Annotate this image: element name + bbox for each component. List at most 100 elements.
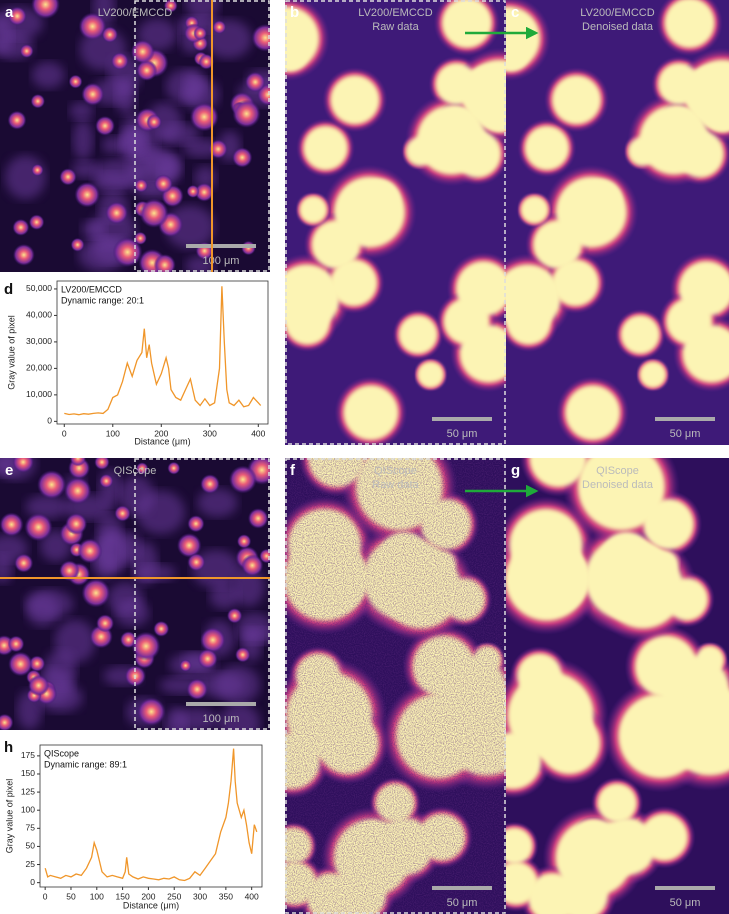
- cell: [597, 783, 637, 823]
- cell: [96, 614, 115, 633]
- panel-letter: g: [511, 462, 520, 479]
- cell: [179, 659, 192, 672]
- cell: [208, 139, 228, 159]
- cell: [70, 237, 85, 252]
- cell: [443, 298, 490, 344]
- cell: [94, 458, 110, 470]
- cell: [28, 674, 50, 697]
- x-tick-label: 200: [141, 891, 155, 901]
- cytoplasm: [232, 566, 265, 607]
- cell: [7, 110, 27, 130]
- cell: [74, 181, 101, 208]
- x-tick-label: 100: [90, 891, 104, 901]
- roi-box: [134, 458, 270, 730]
- cell: [110, 52, 129, 71]
- cell: [441, 106, 477, 143]
- x-axis-label: Distance (μm): [123, 900, 179, 910]
- x-tick-label: 350: [219, 891, 233, 901]
- cell: [198, 53, 215, 70]
- panel-letter: d: [4, 281, 13, 298]
- y-tick-label: 75: [26, 823, 36, 833]
- cell: [187, 553, 206, 572]
- cell: [635, 635, 698, 698]
- cell: [663, 106, 699, 143]
- scale-bar-label: 50 μm: [670, 897, 701, 909]
- cytoplasm: [71, 160, 100, 179]
- cell: [19, 44, 34, 58]
- cell: [193, 26, 207, 41]
- cell: [247, 508, 269, 529]
- panel-title: QIScope: [596, 465, 639, 477]
- cell: [139, 198, 169, 228]
- panel-title: LV200/EMCCD: [98, 7, 172, 19]
- cell: [130, 39, 155, 64]
- cell: [236, 534, 252, 549]
- cell: [68, 74, 83, 89]
- cell: [285, 300, 330, 345]
- y-axis-label: Gray value of pixel: [6, 315, 16, 390]
- cell: [99, 473, 114, 489]
- cell: [330, 75, 380, 125]
- panel-title: QIScope: [374, 465, 417, 477]
- cell: [226, 608, 243, 624]
- cell: [228, 465, 257, 494]
- cell: [77, 538, 103, 564]
- cytoplasm: [219, 703, 260, 730]
- cell: [0, 512, 24, 537]
- cell: [12, 218, 30, 236]
- cell: [186, 184, 200, 198]
- cell: [610, 543, 674, 607]
- cell: [154, 174, 173, 194]
- cytoplasm: [31, 61, 65, 89]
- cell: [81, 82, 105, 106]
- cell: [528, 873, 577, 914]
- cell: [639, 361, 666, 388]
- cytoplasm: [142, 149, 181, 180]
- cell: [506, 300, 551, 345]
- cell: [343, 385, 399, 440]
- micrograph: [285, 458, 506, 914]
- cell: [37, 470, 67, 500]
- cell: [232, 147, 253, 168]
- cell: [65, 512, 88, 535]
- cell: [0, 713, 14, 730]
- y-tick-label: 150: [21, 768, 35, 778]
- cell: [524, 126, 569, 170]
- panel-subtitle: Denoised data: [582, 479, 654, 491]
- y-tick-label: 30,000: [26, 336, 52, 346]
- annotation: QIScope: [44, 748, 79, 758]
- cell: [666, 298, 712, 344]
- x-tick-label: 300: [193, 891, 207, 901]
- cell: [506, 538, 588, 621]
- cytoplasm: [185, 255, 215, 272]
- y-tick-label: 50: [26, 841, 36, 851]
- cytoplasm: [25, 494, 68, 519]
- y-tick-label: 0: [47, 416, 52, 426]
- y-tick-label: 25: [26, 859, 36, 869]
- panel-subtitle: Denoised data: [582, 21, 654, 33]
- panel-subtitle: Raw data: [372, 479, 419, 491]
- cell: [64, 477, 92, 505]
- x-tick-label: 0: [62, 428, 67, 438]
- cell: [442, 0, 492, 48]
- micrograph: [506, 458, 729, 914]
- cell: [640, 813, 688, 861]
- cell: [31, 0, 61, 20]
- cell: [303, 126, 348, 170]
- cell: [200, 627, 226, 653]
- cell: [12, 458, 34, 473]
- cell: [163, 0, 178, 13]
- annotation: Dynamic range: 89:1: [44, 759, 127, 769]
- cell: [78, 12, 107, 41]
- cell: [28, 214, 45, 230]
- cell: [28, 655, 46, 672]
- panel-letter: a: [5, 4, 14, 21]
- y-tick-label: 20,000: [26, 363, 52, 373]
- cytoplasm: [209, 583, 240, 610]
- plot-frame: [56, 280, 269, 425]
- cell: [200, 474, 220, 494]
- cell: [398, 315, 438, 354]
- cell: [618, 693, 703, 778]
- cytoplasm: [81, 219, 107, 239]
- cell: [112, 237, 143, 268]
